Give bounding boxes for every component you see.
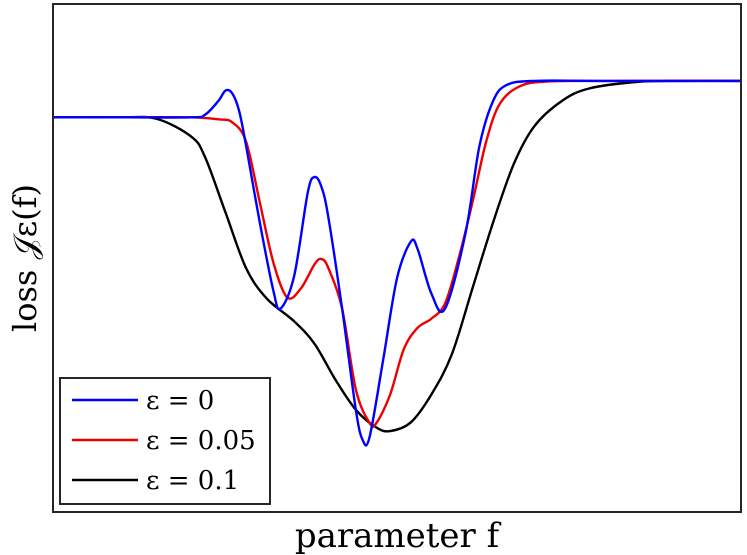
x-axis-label: parameter f [295,516,502,555]
legend: ε = 0 ε = 0.05 ε = 0.1 [59,377,271,505]
legend-label-epsilon-0: ε = 0 [146,386,214,416]
legend-label-epsilon-0-05: ε = 0.05 [146,426,256,456]
legend-label-epsilon-0-1: ε = 0.1 [146,466,239,496]
series-epsilon-0-line [54,79,740,447]
series-epsilon-0-1-line [53,79,741,433]
series-layer [53,79,741,447]
y-axis-label: loss 𝒥ε(f) [6,184,44,332]
